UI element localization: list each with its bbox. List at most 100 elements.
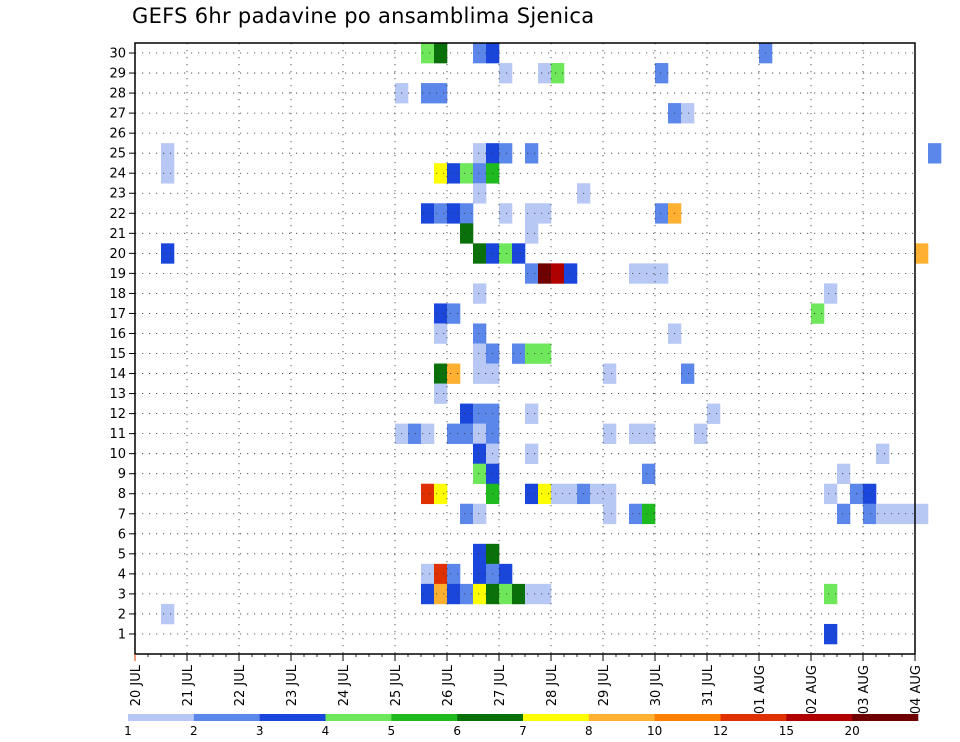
y-tick-label: 6 bbox=[118, 527, 126, 542]
heatmap-cell bbox=[681, 103, 695, 124]
x-tick-label: 20 JUL bbox=[129, 664, 144, 706]
heatmap-cell bbox=[837, 463, 851, 485]
heatmap-cell bbox=[551, 63, 565, 84]
heatmap-cell bbox=[421, 483, 435, 505]
y-tick-label: 20 bbox=[109, 247, 126, 262]
heatmap-cell bbox=[161, 603, 175, 625]
heatmap-cell bbox=[551, 483, 565, 505]
y-tick-label: 26 bbox=[109, 127, 126, 142]
colorbar: 1 2 3 4 5 6 7 8 10 12 15 20 bbox=[124, 714, 919, 738]
heatmap-cell bbox=[538, 263, 552, 284]
x-tick-label: 26 JUL bbox=[441, 664, 456, 706]
y-axis: 1234567891011121314151617181920212223242… bbox=[109, 47, 135, 642]
colorbar-swatch bbox=[786, 714, 853, 721]
x-tick-label: 22 JUL bbox=[233, 664, 248, 706]
heatmap-cell bbox=[473, 563, 487, 585]
heatmap-cell bbox=[408, 423, 422, 444]
colorbar-swatch bbox=[852, 714, 919, 721]
colorbar-label: 3 bbox=[256, 724, 264, 738]
x-tick-label: 27 JUL bbox=[493, 664, 508, 706]
x-tick-label: 02 AUG bbox=[805, 665, 820, 714]
x-tick-label: 03 AUG bbox=[857, 665, 872, 714]
heatmap-cell bbox=[564, 263, 578, 284]
y-tick-label: 2 bbox=[118, 607, 126, 622]
heatmap-cell bbox=[564, 483, 578, 505]
colorbar-swatch bbox=[259, 714, 326, 721]
heatmap-cell bbox=[538, 343, 552, 364]
colorbar-label: 12 bbox=[713, 724, 728, 738]
heatmap-cell bbox=[902, 503, 916, 525]
heatmap-cell bbox=[473, 283, 487, 304]
x-axis: 20 JUL 21 JUL 22 JUL 23 JUL 24 JUL 25 JUL 26 J… bbox=[129, 654, 924, 714]
heatmap-cell bbox=[629, 503, 643, 525]
heatmap-cell bbox=[473, 163, 487, 184]
heatmap-cell bbox=[421, 83, 435, 104]
heatmap-cell bbox=[603, 503, 617, 525]
heatmap-cell bbox=[473, 323, 487, 344]
colorbar-swatch bbox=[391, 714, 458, 721]
heatmap-cell bbox=[642, 503, 656, 525]
heatmap-cell bbox=[473, 143, 487, 164]
heatmap-cell bbox=[473, 43, 487, 64]
heatmap-cell bbox=[824, 483, 838, 505]
heatmap-cell bbox=[642, 423, 656, 444]
heatmap-cell bbox=[421, 203, 435, 224]
heatmap-cell bbox=[434, 363, 448, 384]
heatmap-cell bbox=[447, 303, 461, 324]
heatmap-cell bbox=[434, 323, 448, 344]
heatmap-cell bbox=[603, 363, 617, 384]
heatmap-cell bbox=[473, 243, 487, 264]
heatmap-cell bbox=[421, 583, 435, 605]
x-tick-label: 01 AUG bbox=[753, 665, 768, 714]
colorbar-swatch bbox=[654, 714, 721, 721]
y-tick-label: 17 bbox=[109, 307, 126, 322]
x-tick-label: 24 JUL bbox=[337, 664, 352, 706]
colorbar-label: 4 bbox=[322, 724, 330, 738]
y-tick-label: 24 bbox=[109, 167, 126, 182]
heatmap-cell bbox=[434, 483, 448, 505]
heatmap-cell bbox=[538, 63, 552, 84]
heatmap-cells bbox=[161, 43, 942, 645]
y-tick-label: 14 bbox=[109, 367, 126, 382]
colorbar-swatch bbox=[523, 714, 590, 721]
heatmap-cell bbox=[460, 503, 474, 525]
colorbar-label: 10 bbox=[647, 724, 662, 738]
heatmap-cell bbox=[928, 143, 942, 164]
heatmap-cell bbox=[460, 583, 474, 605]
heatmap-cell bbox=[915, 243, 929, 264]
heatmap-cell bbox=[421, 423, 435, 444]
heatmap-cell bbox=[876, 503, 890, 525]
heatmap-cell bbox=[512, 343, 526, 364]
heatmap-cell bbox=[629, 423, 643, 444]
y-tick-label: 28 bbox=[109, 87, 126, 102]
x-tick-label: 31 JUL bbox=[701, 664, 716, 706]
y-tick-label: 21 bbox=[109, 227, 126, 242]
heatmap-cell bbox=[707, 403, 721, 424]
heatmap-cell bbox=[525, 443, 539, 464]
heatmap-cell bbox=[434, 303, 448, 324]
x-tick-label: 25 JUL bbox=[389, 664, 404, 706]
y-tick-label: 10 bbox=[109, 447, 126, 462]
heatmap-cell bbox=[538, 483, 552, 505]
heatmap-cell bbox=[512, 583, 526, 605]
heatmap-cell bbox=[551, 263, 565, 284]
colorbar-swatch bbox=[457, 714, 524, 721]
heatmap-cell bbox=[434, 383, 448, 404]
heatmap-cell bbox=[473, 503, 487, 525]
heatmap-cell bbox=[525, 263, 539, 284]
heatmap-cell bbox=[655, 203, 669, 224]
y-tick-label: 1 bbox=[118, 627, 126, 642]
heatmap-cell bbox=[525, 403, 539, 424]
heatmap-cell bbox=[434, 203, 448, 224]
heatmap-cell bbox=[434, 163, 448, 184]
heatmap-cell bbox=[811, 303, 825, 324]
colorbar-label: 1 bbox=[124, 724, 132, 738]
heatmap-cell bbox=[434, 563, 448, 585]
y-tick-label: 3 bbox=[118, 587, 126, 602]
heatmap-cell bbox=[499, 583, 513, 605]
x-tick-label: 23 JUL bbox=[285, 664, 300, 706]
heatmap-cell bbox=[447, 363, 461, 384]
heatmap-cell bbox=[694, 423, 708, 444]
heatmap-cell bbox=[590, 483, 604, 505]
heatmap-cell bbox=[499, 203, 513, 224]
